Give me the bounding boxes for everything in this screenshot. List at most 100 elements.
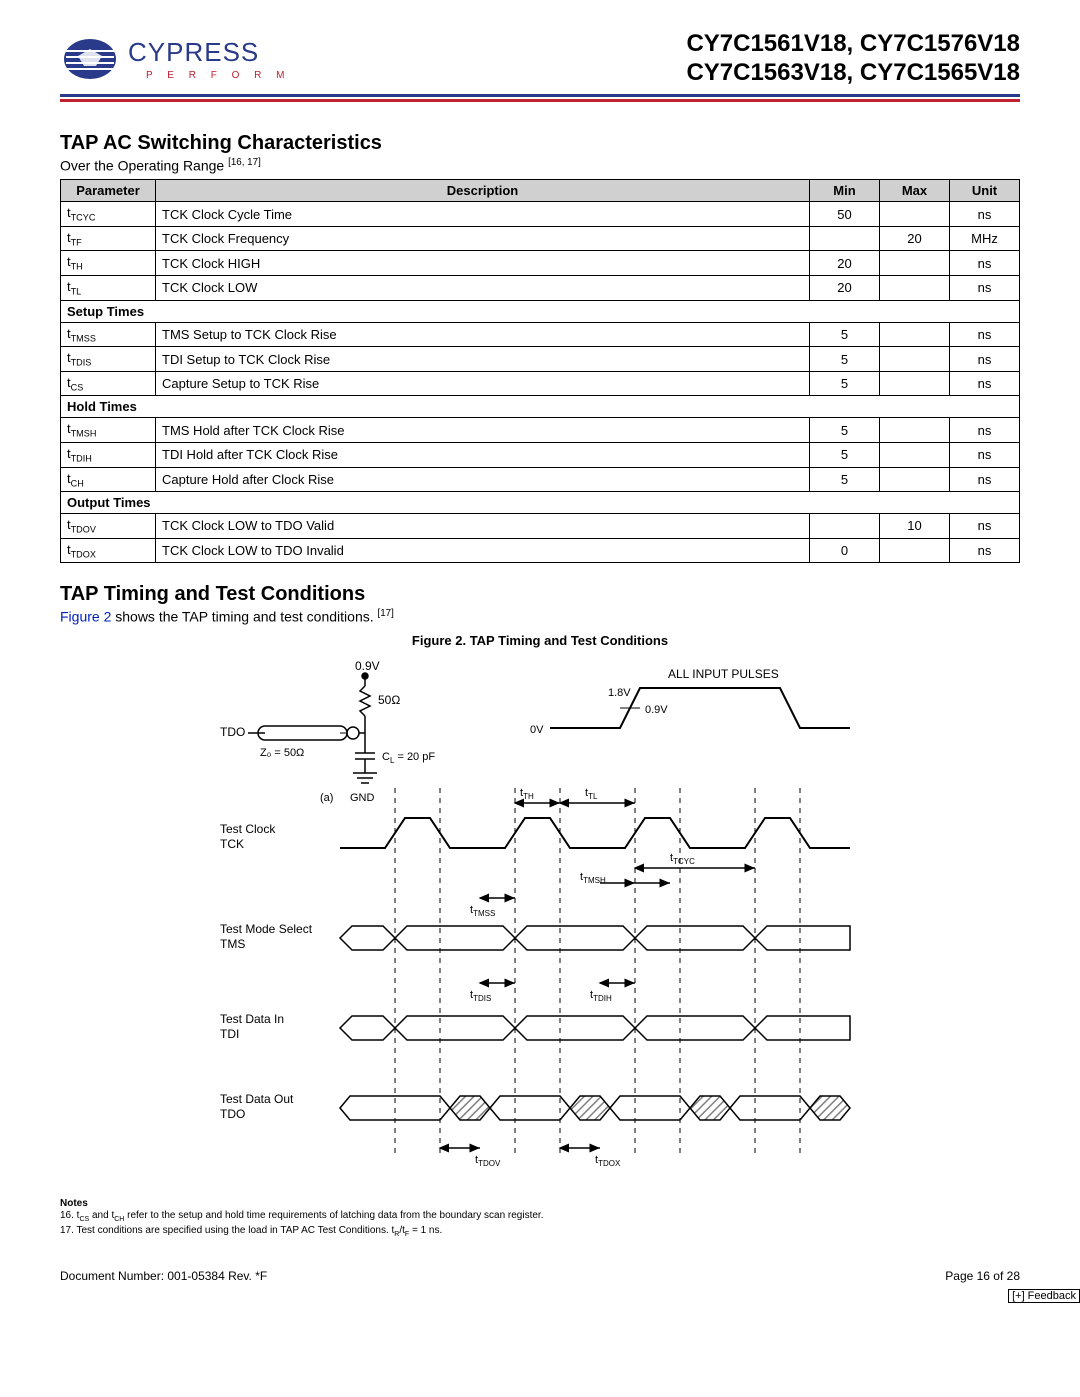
unit-cell: ns xyxy=(950,251,1020,276)
max-cell xyxy=(880,538,950,563)
section-title-timing: TAP Timing and Test Conditions xyxy=(60,583,1020,606)
svg-text:0.9V: 0.9V xyxy=(645,704,668,716)
svg-text:50Ω: 50Ω xyxy=(378,693,400,707)
param-cell: tTL xyxy=(61,276,156,301)
param-cell: tTDOV xyxy=(61,514,156,539)
desc-cell: TDI Setup to TCK Clock Rise xyxy=(156,347,810,372)
min-cell: 5 xyxy=(810,418,880,443)
page-footer: Document Number: 001-05384 Rev. *F Page … xyxy=(60,1269,1020,1283)
svg-text:TMS: TMS xyxy=(220,937,245,951)
doc-number: Document Number: 001-05384 Rev. *F xyxy=(60,1269,267,1283)
logo-subtitle: P E R F O R M xyxy=(146,70,291,81)
desc-cell: TCK Clock HIGH xyxy=(156,251,810,276)
unit-cell: ns xyxy=(950,202,1020,227)
min-cell xyxy=(810,226,880,251)
unit-cell: ns xyxy=(950,467,1020,492)
param-cell: tCH xyxy=(61,467,156,492)
min-cell: 50 xyxy=(810,202,880,227)
max-cell xyxy=(880,418,950,443)
parts-line-1: CY7C1561V18, CY7C1576V18 xyxy=(686,30,1020,59)
svg-text:TCK: TCK xyxy=(220,837,244,851)
sup-refs-2: [17] xyxy=(378,608,394,619)
min-cell xyxy=(810,514,880,539)
unit-cell: ns xyxy=(950,514,1020,539)
desc-cell: Capture Setup to TCK Rise xyxy=(156,371,810,396)
part-numbers: CY7C1561V18, CY7C1576V18 CY7C1563V18, CY… xyxy=(686,30,1020,88)
unit-cell: ns xyxy=(950,418,1020,443)
unit-cell: ns xyxy=(950,443,1020,468)
desc-cell: TDI Hold after TCK Clock Rise xyxy=(156,443,810,468)
svg-text:Test Data In: Test Data In xyxy=(220,1012,284,1026)
subtext: Over the Operating Range xyxy=(60,157,228,173)
desc-cell: TCK Clock LOW xyxy=(156,276,810,301)
min-cell: 0 xyxy=(810,538,880,563)
unit-cell: ns xyxy=(950,322,1020,347)
col-max: Max xyxy=(880,180,950,202)
max-cell xyxy=(880,322,950,347)
param-cell: tTH xyxy=(61,251,156,276)
section2-text: Figure 2 shows the TAP timing and test c… xyxy=(60,608,1020,625)
unit-cell: ns xyxy=(950,371,1020,396)
figure-caption: Figure 2. TAP Timing and Test Conditions xyxy=(60,633,1020,648)
min-cell: 5 xyxy=(810,322,880,347)
max-cell xyxy=(880,276,950,301)
notes-title: Notes xyxy=(60,1198,1020,1209)
max-cell xyxy=(880,202,950,227)
svg-text:0V: 0V xyxy=(530,724,544,736)
svg-text:0.9V: 0.9V xyxy=(355,659,380,673)
parts-line-2: CY7C1563V18, CY7C1565V18 xyxy=(686,59,1020,88)
divider-blue xyxy=(60,94,1020,97)
desc-cell: Capture Hold after Clock Rise xyxy=(156,467,810,492)
col-unit: Unit xyxy=(950,180,1020,202)
unit-cell: ns xyxy=(950,276,1020,301)
svg-text:tTMSH: tTMSH xyxy=(580,871,606,885)
svg-text:tTDIS: tTDIS xyxy=(470,989,491,1003)
param-cell: tTF xyxy=(61,226,156,251)
param-cell: tTCYC xyxy=(61,202,156,227)
svg-text:Z₀ = 50Ω: Z₀ = 50Ω xyxy=(260,747,304,759)
max-cell xyxy=(880,371,950,396)
logo-text: CYPRESS xyxy=(128,37,291,68)
max-cell xyxy=(880,251,950,276)
sup-refs: [16, 17] xyxy=(228,157,261,168)
param-cell: tTDIS xyxy=(61,347,156,372)
unit-cell: ns xyxy=(950,538,1020,563)
svg-text:Test Mode Select: Test Mode Select xyxy=(220,922,313,936)
max-cell xyxy=(880,347,950,372)
max-cell xyxy=(880,467,950,492)
svg-text:tTMSS: tTMSS xyxy=(470,904,495,918)
section-row: Hold Times xyxy=(61,396,1020,418)
max-cell xyxy=(880,443,950,468)
page-number: Page 16 of 28 xyxy=(945,1269,1020,1283)
svg-text:1.8V: 1.8V xyxy=(608,687,631,699)
col-parameter: Parameter xyxy=(61,180,156,202)
section2-rest: shows the TAP timing and test conditions… xyxy=(111,609,377,625)
figure-link[interactable]: Figure 2 xyxy=(60,609,111,625)
svg-text:TDO: TDO xyxy=(220,725,245,739)
page-header: CYPRESS P E R F O R M CY7C1561V18, CY7C1… xyxy=(60,30,1020,88)
col-description: Description xyxy=(156,180,810,202)
min-cell: 5 xyxy=(810,371,880,396)
svg-text:GND: GND xyxy=(350,792,375,804)
svg-text:Test Data Out: Test Data Out xyxy=(220,1092,294,1106)
desc-cell: TCK Clock Frequency xyxy=(156,226,810,251)
col-min: Min xyxy=(810,180,880,202)
svg-text:TDI: TDI xyxy=(220,1027,239,1041)
param-cell: tTDOX xyxy=(61,538,156,563)
section-row: Output Times xyxy=(61,492,1020,514)
svg-text:tTDOX: tTDOX xyxy=(595,1154,621,1168)
timing-diagram: 0.9V 50Ω TDO Z₀ = 50Ω CL = 20 pF (a) GND… xyxy=(60,658,1020,1178)
param-cell: tTMSS xyxy=(61,322,156,347)
section-title-tap-ac: TAP AC Switching Characteristics xyxy=(60,132,1020,155)
svg-text:(a): (a) xyxy=(320,792,333,804)
feedback-button[interactable]: [+] Feedback xyxy=(1008,1289,1080,1303)
desc-cell: TMS Hold after TCK Clock Rise xyxy=(156,418,810,443)
divider-red xyxy=(60,99,1020,102)
desc-cell: TCK Clock Cycle Time xyxy=(156,202,810,227)
param-cell: tTMSH xyxy=(61,418,156,443)
desc-cell: TCK Clock LOW to TDO Valid xyxy=(156,514,810,539)
cypress-globe-icon xyxy=(60,34,120,84)
desc-cell: TMS Setup to TCK Clock Rise xyxy=(156,322,810,347)
param-cell: tCS xyxy=(61,371,156,396)
min-cell: 5 xyxy=(810,347,880,372)
